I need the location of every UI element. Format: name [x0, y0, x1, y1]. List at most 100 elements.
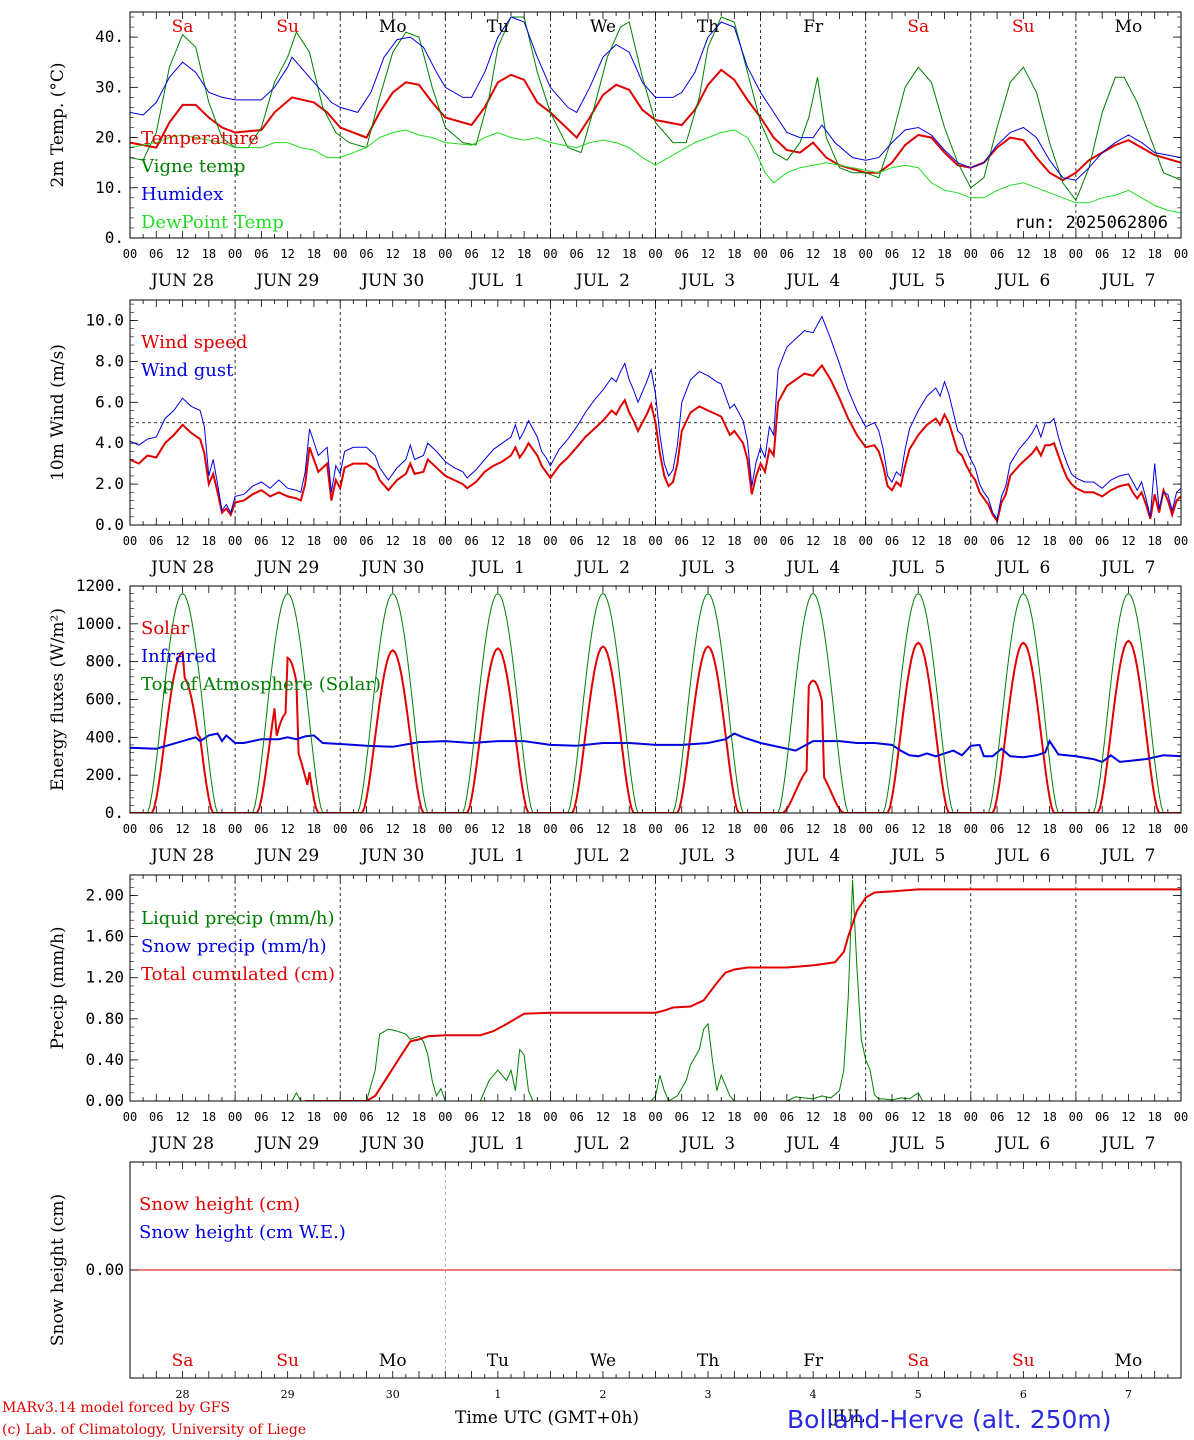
- date-label: JUL 3: [679, 271, 735, 291]
- hour-label: 00: [438, 1110, 452, 1124]
- legend-entry: Temperature: [141, 128, 259, 149]
- date-label: JUL 2: [574, 558, 630, 578]
- day-of-week: Mo: [1115, 1351, 1143, 1371]
- hour-label: 06: [885, 534, 899, 548]
- hour-label: 00: [123, 1110, 137, 1124]
- y-tick-label: 2.00: [85, 886, 124, 905]
- hour-label: 00: [438, 247, 452, 261]
- hour-label: 12: [806, 822, 820, 836]
- legend-entry: Wind gust: [141, 360, 234, 381]
- hour-label: 06: [1095, 247, 1109, 261]
- date-label: JUN 30: [359, 1134, 424, 1154]
- x-axis-label: Time UTC (GMT+0h): [455, 1408, 639, 1428]
- hour-label: 12: [1016, 534, 1030, 548]
- date-label: JUL 6: [994, 846, 1050, 866]
- model-credit: MARv3.14 model forced by GFS: [2, 1400, 230, 1416]
- day-of-week: Fr: [803, 17, 824, 37]
- date-label: JUL 4: [784, 271, 840, 291]
- hour-label: 06: [569, 534, 583, 548]
- hour-label: 12: [701, 534, 715, 548]
- hour-label: 06: [990, 247, 1004, 261]
- hour-label: 12: [1121, 822, 1135, 836]
- hour-label: 18: [832, 247, 846, 261]
- hour-label: 18: [727, 822, 741, 836]
- date-label: JUN 30: [359, 271, 424, 291]
- date-label: JUL 4: [784, 846, 840, 866]
- hour-label: 12: [280, 534, 294, 548]
- date-label: JUL 2: [574, 271, 630, 291]
- hour-label: 18: [1042, 1110, 1056, 1124]
- y-axis-label: Snow height (cm): [48, 1194, 68, 1346]
- hour-label: 18: [412, 822, 426, 836]
- hour-label: 00: [858, 1110, 872, 1124]
- hour-label: 00: [1174, 247, 1188, 261]
- hour-label: 12: [596, 1110, 610, 1124]
- hour-label: 12: [175, 247, 189, 261]
- hour-label: 00: [753, 534, 767, 548]
- hour-label: 18: [307, 822, 321, 836]
- hour-label: 06: [359, 822, 373, 836]
- hour-label: 12: [806, 247, 820, 261]
- hour-label: 12: [1121, 534, 1135, 548]
- y-tick-label: 1200.: [76, 576, 124, 595]
- hour-label: 18: [517, 534, 531, 548]
- hour-label: 12: [386, 247, 400, 261]
- hour-label: 18: [1042, 534, 1056, 548]
- hour-label: 18: [202, 822, 216, 836]
- day-of-week: Fr: [803, 1351, 824, 1371]
- hour-label: 06: [885, 247, 899, 261]
- day-number: 29: [281, 1388, 295, 1401]
- y-tick-label: 800.: [85, 652, 124, 671]
- hour-label: 12: [175, 822, 189, 836]
- hour-label: 18: [937, 822, 951, 836]
- legend-entry: Infrared: [141, 646, 216, 667]
- date-label: JUL 6: [994, 558, 1050, 578]
- hour-label: 18: [937, 1110, 951, 1124]
- day-number: 7: [1125, 1388, 1132, 1401]
- hour-label: 18: [517, 247, 531, 261]
- hour-label: 12: [1016, 822, 1030, 836]
- hour-label: 06: [990, 1110, 1004, 1124]
- y-tick-label: 30.: [95, 77, 124, 96]
- hour-label: 00: [333, 247, 347, 261]
- date-label: JUN 30: [359, 558, 424, 578]
- day-of-week: Tu: [487, 17, 509, 37]
- hour-label: 12: [1121, 247, 1135, 261]
- date-label: JUL 4: [784, 1134, 840, 1154]
- y-tick-label: 8.0: [95, 351, 124, 370]
- date-label: JUL 5: [889, 271, 945, 291]
- hour-label: 06: [780, 247, 794, 261]
- hour-label: 06: [1095, 822, 1109, 836]
- hour-label: 00: [123, 822, 137, 836]
- hour-label: 06: [569, 247, 583, 261]
- hour-label: 12: [386, 822, 400, 836]
- hour-label: 12: [386, 1110, 400, 1124]
- hour-label: 06: [464, 247, 478, 261]
- hour-label: 12: [386, 534, 400, 548]
- date-label: JUL 4: [784, 558, 840, 578]
- hour-label: 12: [596, 534, 610, 548]
- hour-label: 12: [1016, 247, 1030, 261]
- date-label: JUL 7: [1099, 558, 1155, 578]
- y-tick-label: 1.60: [85, 927, 124, 946]
- y-tick-label: 0.: [105, 228, 124, 247]
- hour-label: 00: [438, 534, 452, 548]
- y-tick-label: 1.20: [85, 968, 124, 987]
- hour-label: 06: [149, 247, 163, 261]
- day-number: 28: [176, 1388, 190, 1401]
- hour-label: 12: [491, 534, 505, 548]
- legend-entry: Snow height (cm): [139, 1194, 300, 1215]
- hour-label: 06: [885, 1110, 899, 1124]
- hour-label: 18: [202, 247, 216, 261]
- hour-label: 12: [806, 1110, 820, 1124]
- date-label: JUL 7: [1099, 846, 1155, 866]
- legend-entry: DewPoint Temp: [141, 212, 284, 233]
- hour-label: 18: [412, 247, 426, 261]
- date-label: JUL 6: [994, 271, 1050, 291]
- hour-label: 18: [937, 534, 951, 548]
- y-axis-label: Precip (mm/h): [48, 926, 68, 1049]
- hour-label: 06: [675, 822, 689, 836]
- hour-label: 00: [1069, 534, 1083, 548]
- panel-2: 0.0 2.0 4.0 6.0 8.0 10.0 10m Wind (m/s) Wind sp…: [48, 299, 1188, 578]
